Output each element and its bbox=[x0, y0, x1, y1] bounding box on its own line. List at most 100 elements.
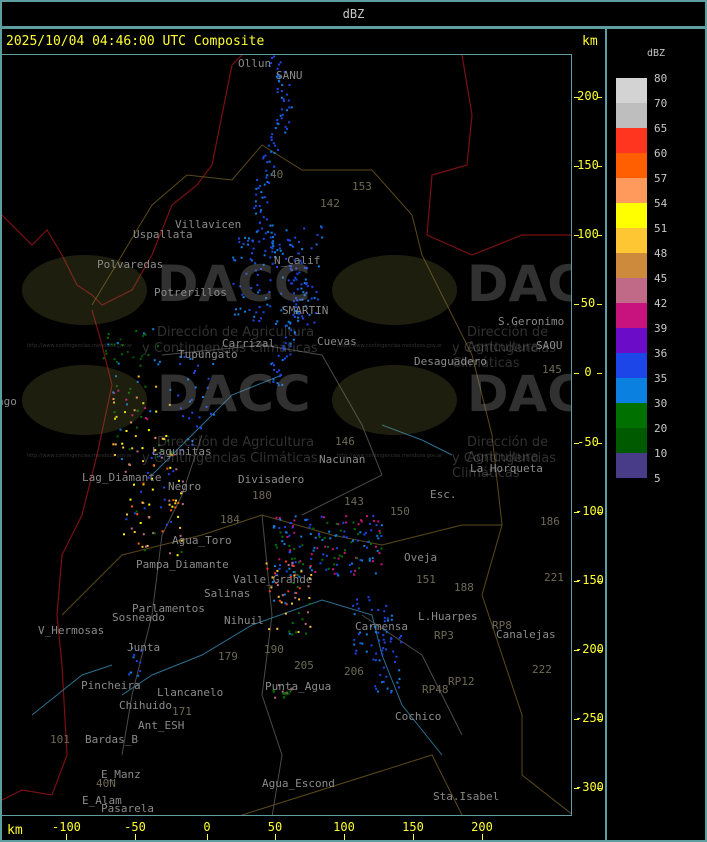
radar-echo bbox=[289, 267, 292, 270]
radar-echo bbox=[301, 544, 304, 547]
radar-echo bbox=[337, 523, 340, 526]
place-label: E_Alam bbox=[82, 794, 122, 807]
radar-echo bbox=[271, 247, 274, 250]
place-label: Nihuil bbox=[224, 614, 264, 627]
radar-echo bbox=[276, 371, 279, 374]
radar-echo bbox=[283, 696, 286, 699]
place-label: Salinas bbox=[204, 587, 251, 600]
radar-echo bbox=[163, 498, 166, 501]
radar-echo bbox=[165, 523, 168, 526]
radar-echo bbox=[335, 522, 338, 525]
place-label: Parlamentos bbox=[132, 602, 205, 615]
radar-echo bbox=[284, 324, 287, 327]
radar-echo bbox=[107, 343, 110, 346]
x-tick-label: -50 bbox=[124, 820, 146, 834]
radar-echo bbox=[276, 266, 278, 268]
radar-echo bbox=[319, 562, 322, 565]
radar-echo bbox=[390, 691, 392, 694]
radar-echo bbox=[379, 532, 381, 535]
radar-echo bbox=[339, 529, 342, 532]
radar-echo bbox=[279, 114, 282, 117]
radar-echo bbox=[274, 127, 277, 130]
radar-echo bbox=[142, 482, 145, 485]
radar-echo bbox=[130, 671, 133, 674]
watermark-line2: y Contingencias Climáticas bbox=[142, 341, 318, 356]
radar-echo bbox=[115, 375, 117, 378]
radar-echo bbox=[194, 386, 197, 389]
radar-echo bbox=[285, 693, 288, 696]
radar-echo bbox=[316, 233, 319, 236]
legend-swatch bbox=[616, 228, 647, 253]
x-tick bbox=[66, 834, 67, 840]
route-label: 40N bbox=[96, 777, 116, 790]
radar-echo bbox=[167, 473, 170, 476]
y-tick-label: -300 bbox=[575, 780, 604, 794]
radar-echo bbox=[285, 692, 288, 695]
radar-echo bbox=[343, 552, 346, 554]
radar-echo bbox=[254, 204, 257, 207]
legend-swatch bbox=[616, 303, 647, 328]
place-label: V_Hermosas bbox=[38, 624, 105, 637]
y-tick bbox=[597, 166, 602, 168]
radar-echo bbox=[293, 292, 295, 295]
radar-echo bbox=[267, 144, 270, 147]
route-label: RP12 bbox=[448, 675, 475, 688]
radar-echo bbox=[146, 544, 149, 547]
route-label: 145 bbox=[542, 363, 562, 376]
place-label: Sta.Isabel bbox=[433, 790, 500, 803]
radar-echo bbox=[149, 410, 152, 413]
radar-echo bbox=[305, 291, 308, 294]
radar-echo bbox=[293, 259, 296, 262]
place-label: Agua_Toro bbox=[172, 534, 232, 547]
radar-echo bbox=[146, 418, 149, 421]
radar-echo bbox=[253, 315, 256, 318]
radar-echo bbox=[372, 560, 374, 563]
x-tick bbox=[207, 834, 208, 840]
radar-echo bbox=[205, 405, 208, 408]
route-label: 101 bbox=[50, 733, 70, 746]
radar-echo bbox=[276, 546, 278, 549]
radar-echo bbox=[335, 547, 338, 550]
radar-echo bbox=[287, 692, 290, 695]
radar-echo bbox=[289, 243, 292, 246]
radar-echo bbox=[180, 492, 183, 495]
watermark-url: http://www.contingencias.mendoza.gov.ar bbox=[27, 453, 133, 459]
radar-echo bbox=[288, 84, 291, 86]
radar-echo bbox=[296, 312, 299, 315]
radar-echo bbox=[125, 398, 128, 401]
watermark-url: http://www.contingencias.mendoza.gov.ar bbox=[337, 453, 443, 459]
radar-echo bbox=[325, 568, 328, 571]
radar-echo bbox=[371, 557, 374, 560]
radar-echo bbox=[247, 243, 250, 246]
radar-echo bbox=[318, 533, 321, 536]
radar-echo bbox=[191, 440, 194, 442]
radar-echo bbox=[383, 610, 386, 613]
radar-echo bbox=[354, 569, 357, 572]
radar-echo bbox=[285, 229, 288, 232]
radar-echo bbox=[117, 362, 120, 365]
radar-echo bbox=[378, 552, 381, 555]
radar-map[interactable]: DACC Dirección de Agricultura y Contingenc… bbox=[1, 54, 572, 816]
radar-echo bbox=[122, 446, 125, 449]
radar-echo bbox=[270, 586, 273, 589]
watermark-url: http://www.contingencias.mendoza.gov.ar bbox=[337, 343, 443, 349]
radar-echo bbox=[170, 520, 173, 523]
radar-echo bbox=[266, 174, 269, 177]
radar-echo bbox=[289, 345, 292, 348]
radar-echo bbox=[193, 372, 196, 374]
radar-echo bbox=[113, 454, 116, 456]
radar-echo bbox=[207, 377, 210, 380]
radar-echo bbox=[304, 622, 307, 625]
radar-echo bbox=[344, 549, 346, 552]
radar-echo bbox=[262, 237, 265, 240]
radar-echo bbox=[169, 388, 172, 391]
radar-echo bbox=[253, 207, 256, 210]
radar-echo bbox=[303, 282, 306, 284]
radar-echo bbox=[189, 400, 191, 403]
radar-echo bbox=[295, 310, 297, 312]
radar-echo bbox=[190, 398, 193, 401]
river-line bbox=[31, 374, 453, 756]
route-label: 190 bbox=[264, 643, 284, 656]
legend-label: 48 bbox=[654, 247, 668, 260]
radar-echo bbox=[376, 534, 379, 537]
